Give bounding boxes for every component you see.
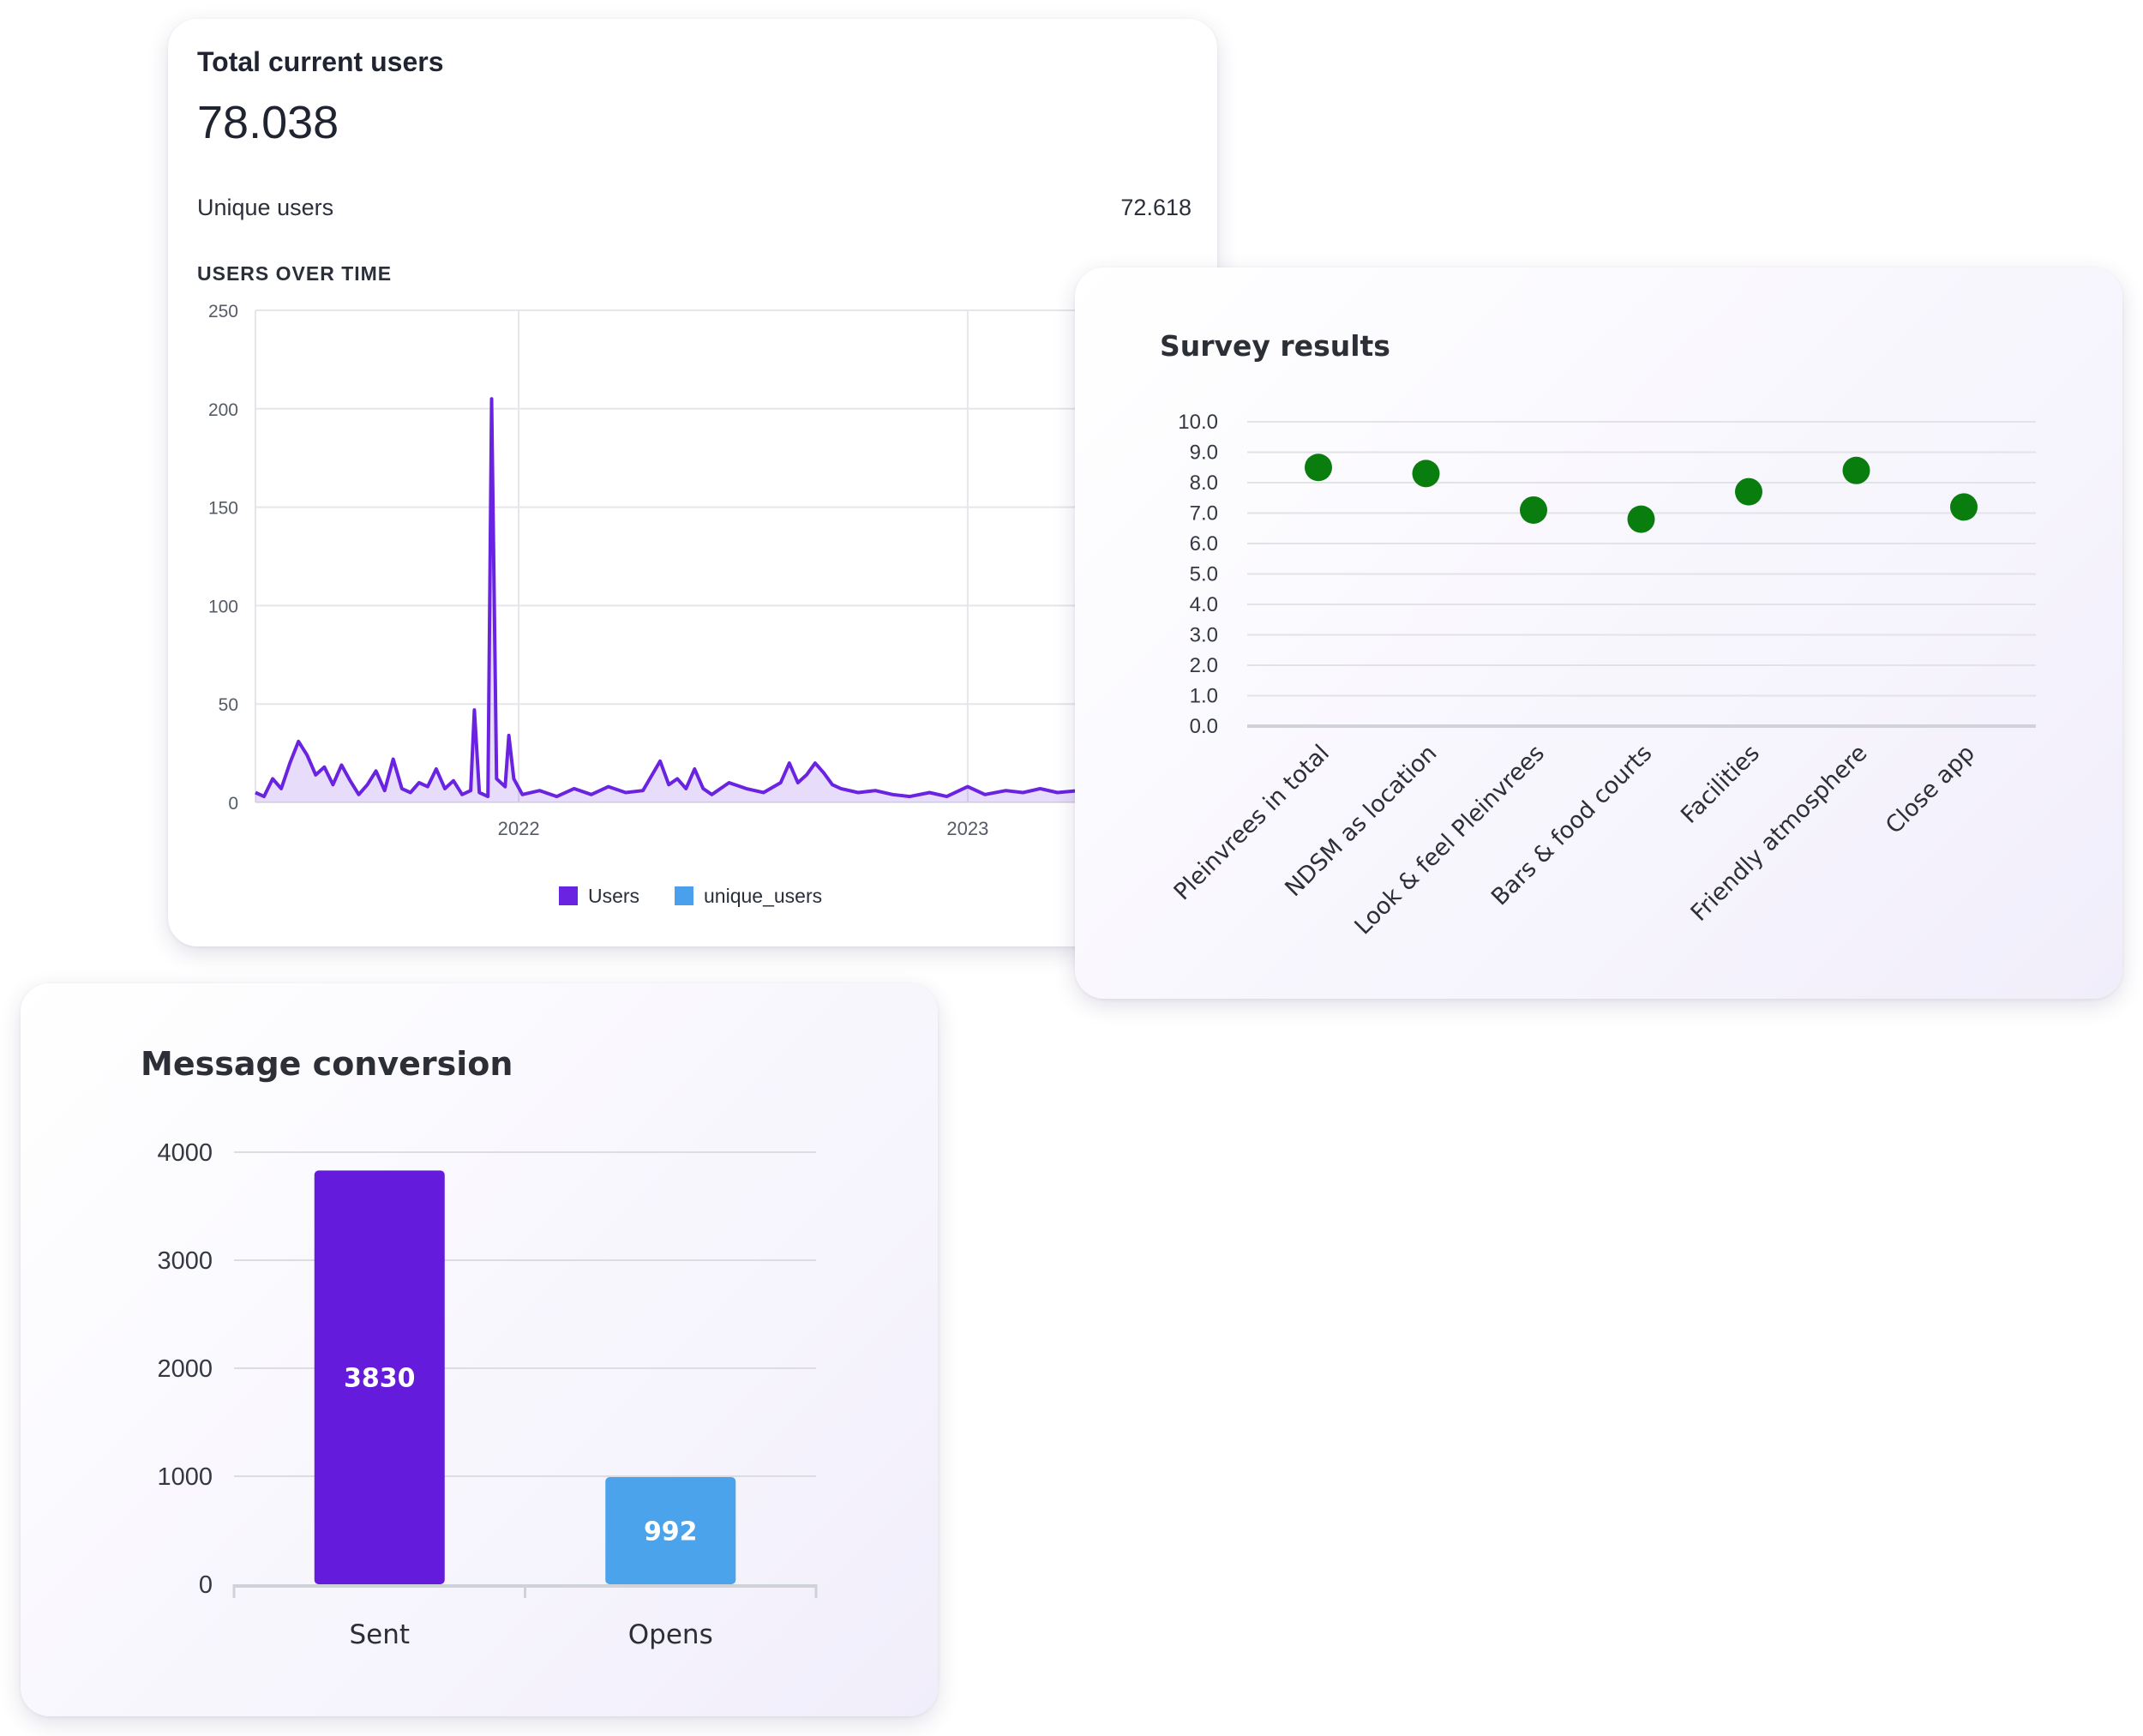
users-over-time-label: USERS OVER TIME bbox=[197, 262, 393, 285]
y-tick-label: 1.0 bbox=[1190, 685, 1218, 708]
users-card: Total current users 78.038 Unique users … bbox=[168, 19, 1217, 946]
unique-users-value: 72.618 bbox=[1120, 195, 1192, 220]
total-users-value: 78.038 bbox=[197, 97, 339, 148]
y-tick-label: 6.0 bbox=[1190, 532, 1218, 556]
bar-opens bbox=[605, 1477, 736, 1584]
legend-swatch-unique-users bbox=[675, 886, 693, 905]
x-category-label: Look & feel Pleinvrees bbox=[1350, 740, 1550, 940]
y-tick-label: 10.0 bbox=[1178, 411, 1218, 434]
y-tick-label: 4.0 bbox=[1190, 593, 1218, 616]
y-tick-label: 0.0 bbox=[1190, 715, 1218, 738]
y-tick-label: 250 bbox=[208, 302, 238, 321]
survey-point bbox=[1842, 456, 1870, 484]
users-over-time-chart: 0 50 100 150 200 250 2022 2023 Users unique_users bbox=[208, 302, 1217, 907]
y-tick-label: 1000 bbox=[157, 1463, 213, 1491]
survey-point bbox=[1520, 496, 1547, 524]
unique-users-label: Unique users bbox=[197, 195, 334, 220]
y-tick-label: 2.0 bbox=[1190, 654, 1218, 677]
x-category-label: Opens bbox=[628, 1619, 713, 1650]
y-tick-label: 9.0 bbox=[1190, 442, 1218, 465]
users-card-title: Total current users bbox=[197, 46, 444, 77]
y-tick-label: 100 bbox=[208, 597, 238, 616]
survey-card-title: Survey results bbox=[1160, 329, 1390, 363]
y-tick-label: 150 bbox=[208, 499, 238, 519]
y-tick-label: 2000 bbox=[157, 1355, 213, 1383]
messages-card: Message conversion 0 1000 2000 3000 4000 3830… bbox=[21, 983, 938, 1716]
y-tick-label: 200 bbox=[208, 400, 238, 420]
legend-label-users: Users bbox=[588, 885, 639, 907]
y-tick-label: 5.0 bbox=[1190, 563, 1218, 586]
y-tick-label: 4000 bbox=[157, 1139, 213, 1167]
y-tick-label: 0 bbox=[228, 794, 238, 814]
y-tick-label: 8.0 bbox=[1190, 472, 1218, 495]
y-tick-label: 0 bbox=[199, 1571, 213, 1599]
users-area bbox=[255, 399, 1177, 802]
y-tick-label: 3.0 bbox=[1190, 624, 1218, 647]
users-line bbox=[255, 397, 1178, 801]
messages-card-title: Message conversion bbox=[141, 1045, 513, 1083]
survey-point bbox=[1412, 460, 1440, 488]
bar-value-label: 3830 bbox=[344, 1364, 416, 1394]
y-tick-label: 3000 bbox=[157, 1247, 213, 1275]
survey-point bbox=[1950, 493, 1978, 521]
survey-point bbox=[1627, 505, 1655, 533]
x-category-label: Sent bbox=[349, 1619, 410, 1650]
survey-results-chart: 0.01.02.03.04.05.06.07.08.09.010.0Pleinv… bbox=[1169, 411, 2036, 940]
bar-sent bbox=[314, 1170, 445, 1584]
x-tick-label: 2023 bbox=[946, 818, 988, 839]
survey-card: Survey results 0.0 1.0 2.0 3.0 4.0 5.0 6.0 7.0 8… bbox=[1075, 267, 2122, 999]
survey-point bbox=[1735, 478, 1762, 506]
message-conversion-chart: 0 1000 2000 3000 4000 3830 Sent 992 Opens bbox=[157, 1139, 818, 1650]
legend-swatch-users bbox=[559, 886, 578, 905]
survey-point bbox=[1305, 454, 1332, 482]
y-tick-label: 50 bbox=[219, 695, 238, 715]
x-category-label: Facilities bbox=[1676, 740, 1765, 829]
x-category-label: Close app bbox=[1881, 740, 1980, 839]
legend-label-unique-users: unique_users bbox=[704, 885, 822, 907]
x-tick-label: 2022 bbox=[498, 818, 540, 839]
x-category-label: Friendly atmosphere bbox=[1686, 740, 1873, 927]
y-tick-label: 7.0 bbox=[1190, 502, 1218, 526]
bar-value-label: 992 bbox=[644, 1517, 698, 1547]
